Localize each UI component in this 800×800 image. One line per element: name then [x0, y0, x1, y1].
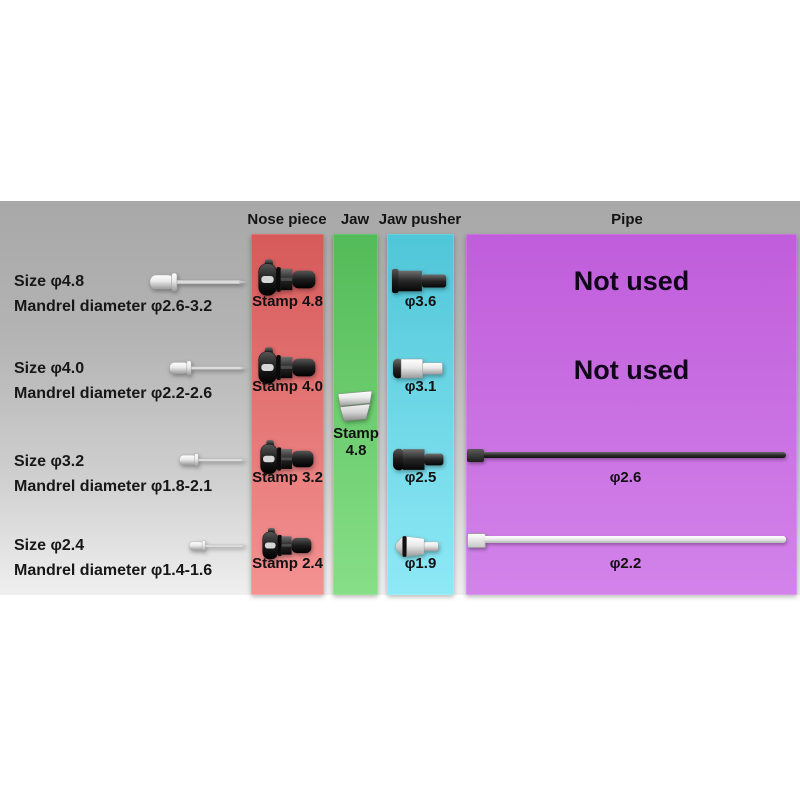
rivet-icon — [168, 360, 248, 376]
nose-piece-label: Stamp 4.8 — [252, 293, 323, 310]
rivet-icon — [148, 272, 248, 292]
row-spec-2-4: Size φ2.4 Mandrel diameter φ1.4-1.6 — [14, 533, 244, 583]
pipe-not-used-label: Not used — [573, 355, 690, 385]
row-spec-3-2: Size φ3.2 Mandrel diameter φ1.8-2.1 — [14, 449, 244, 499]
row-size-label: Size φ3.2 — [14, 453, 85, 470]
rivet-icon — [188, 540, 248, 552]
nose-piece-label: Stamp 4.0 — [252, 378, 323, 395]
pipe-icon — [485, 536, 786, 543]
row-spec-4-8: Size φ4.8 Mandrel diameter φ2.6-3.2 — [14, 269, 244, 319]
row-mandrel-label: Mandrel diameter φ2.2-2.6 — [14, 385, 213, 402]
column-header-nose-piece: Nose piece — [247, 211, 327, 228]
pipe-diameter-label: φ2.6 — [609, 469, 642, 486]
column-header-jaw-pusher: Jaw pusher — [378, 211, 462, 228]
nose-piece-label: Stamp 3.2 — [252, 469, 323, 486]
column-header-jaw: Jaw — [340, 211, 370, 228]
row-mandrel-label: Mandrel diameter φ2.6-3.2 — [14, 298, 213, 315]
diagram-panel: Nose piece Jaw Jaw pusher Pipe Size φ4.8… — [0, 201, 800, 595]
jaw-pusher-label: φ3.6 — [404, 293, 437, 310]
row-size-label: Size φ4.8 — [14, 273, 85, 290]
row-size-label: Size φ2.4 — [14, 537, 85, 554]
jaw-label-line2: 4.8 — [345, 442, 367, 459]
row-size-label: Size φ4.0 — [14, 360, 85, 377]
pipe-icon — [467, 533, 486, 548]
jaw-pusher-label: φ1.9 — [404, 555, 437, 572]
jaw-pusher-label: φ2.5 — [404, 469, 437, 486]
jaw-pusher-icon — [391, 267, 449, 295]
pipe-diameter-label: φ2.2 — [609, 555, 642, 572]
jaw-label-line1: Stamp — [333, 425, 379, 442]
row-mandrel-label: Mandrel diameter φ1.4-1.6 — [14, 562, 213, 579]
jaw-icon — [335, 390, 375, 422]
nose-piece-label: Stamp 2.4 — [252, 555, 323, 572]
jaw-label: Stamp 4.8 — [330, 425, 382, 459]
pipe-not-used-label: Not used — [573, 266, 690, 296]
row-spec-4-0: Size φ4.0 Mandrel diameter φ2.2-2.6 — [14, 356, 244, 406]
rivet-icon — [178, 453, 248, 467]
pipe-icon — [467, 449, 484, 462]
pipe-icon — [484, 452, 786, 458]
jaw-pusher-column — [387, 234, 454, 595]
column-header-pipe: Pipe — [611, 211, 643, 228]
row-mandrel-label: Mandrel diameter φ1.8-2.1 — [14, 478, 213, 495]
pipe-column — [466, 234, 797, 595]
jaw-pusher-label: φ3.1 — [404, 378, 437, 395]
